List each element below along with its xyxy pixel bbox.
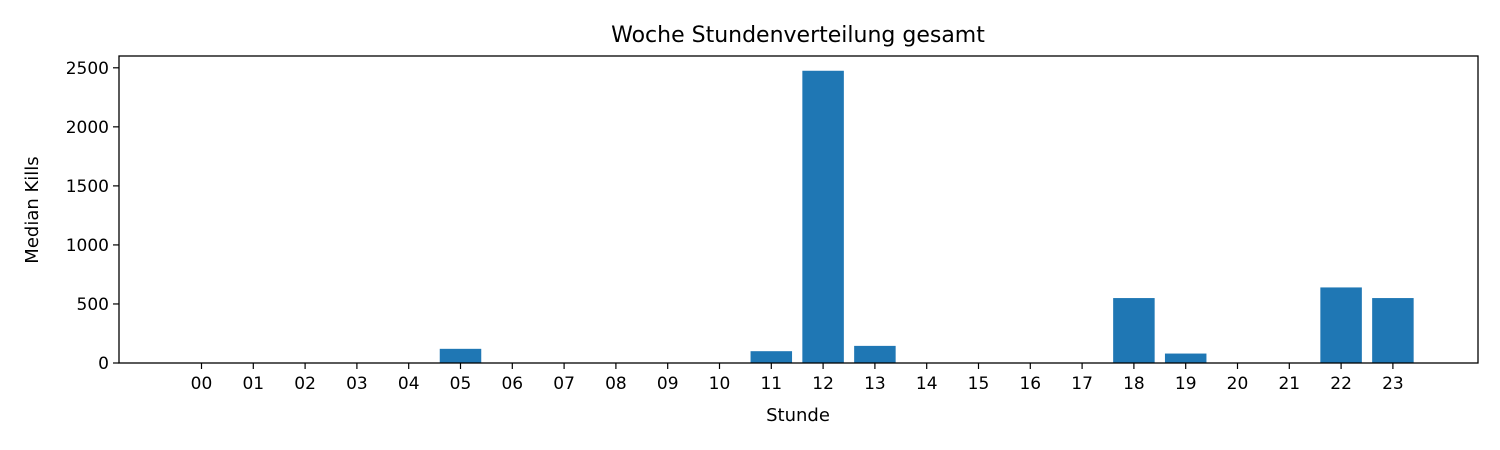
- x-tick-label-08: 08: [605, 374, 627, 394]
- x-axis-ticks: 00 01 02 03 04 05 06 07 08 09 10 11 12 13 14 15 16 17 18 19…: [191, 363, 1404, 394]
- x-tick-label-13: 13: [864, 374, 886, 394]
- x-tick-label-02: 02: [294, 374, 316, 394]
- x-tick-label-12: 12: [812, 374, 834, 394]
- x-tick-label-15: 15: [968, 374, 990, 394]
- y-tick-label-1000: 1000: [66, 236, 109, 256]
- y-tick-label-500: 500: [77, 295, 109, 315]
- bar-13: [854, 345, 896, 363]
- x-tick-label-11: 11: [760, 374, 782, 394]
- x-tick-label-22: 22: [1330, 374, 1352, 394]
- x-tick-label-06: 06: [501, 374, 523, 394]
- x-axis-label: Stunde: [766, 405, 830, 426]
- y-tick-label-0: 0: [98, 354, 109, 374]
- y-tick-label-1500: 1500: [66, 177, 109, 197]
- x-tick-label-01: 01: [242, 374, 264, 394]
- y-tick-label-2000: 2000: [66, 118, 109, 138]
- x-tick-label-00: 00: [191, 374, 213, 394]
- plot-frame: [118, 55, 1479, 364]
- x-tick-label-10: 10: [709, 374, 731, 394]
- x-tick-label-19: 19: [1175, 374, 1197, 394]
- x-tick-label-23: 23: [1382, 374, 1404, 394]
- bar-22: [1320, 287, 1362, 363]
- x-tick-label-04: 04: [398, 374, 420, 394]
- x-tick-label-20: 20: [1227, 374, 1249, 394]
- bar-23: [1372, 298, 1414, 363]
- x-tick-label-07: 07: [553, 374, 575, 394]
- x-tick-label-16: 16: [1019, 374, 1041, 394]
- chart-title: Woche Stundenverteilung gesamt: [611, 23, 985, 48]
- x-tick-label-14: 14: [916, 374, 938, 394]
- bars-group: [439, 70, 1414, 363]
- y-tick-label-2500: 2500: [66, 59, 109, 79]
- bar-19: [1164, 353, 1207, 363]
- bar-12: [802, 70, 844, 363]
- y-axis-label: Median Kills: [22, 156, 43, 263]
- bar-18: [1113, 298, 1155, 363]
- x-tick-label-21: 21: [1278, 374, 1300, 394]
- x-tick-label-05: 05: [450, 374, 472, 394]
- x-tick-label-03: 03: [346, 374, 368, 394]
- y-axis-ticks: 0 500 1000 1500 2000 2500: [66, 59, 119, 374]
- x-tick-label-09: 09: [657, 374, 679, 394]
- bar-11: [750, 351, 793, 363]
- x-tick-label-18: 18: [1123, 374, 1145, 394]
- x-tick-label-17: 17: [1071, 374, 1093, 394]
- bar-05: [439, 348, 482, 363]
